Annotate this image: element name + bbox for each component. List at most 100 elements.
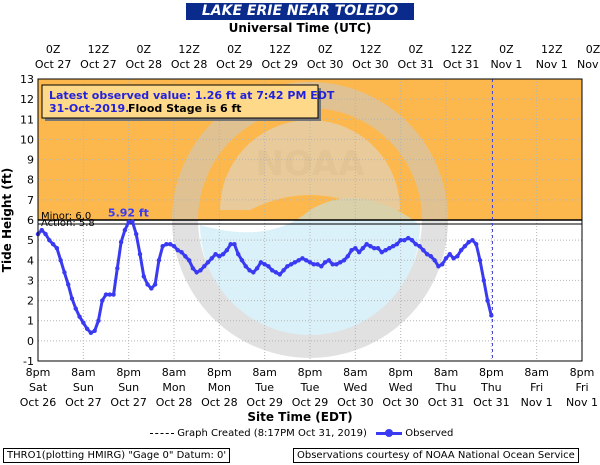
legend: Graph Created (8:17PM Oct 31, 2019) Obse…: [150, 428, 453, 440]
top-tick-date: Nov 1: [536, 58, 568, 71]
observed-point: [202, 264, 207, 269]
observed-point: [262, 262, 267, 267]
gage-datum-info: THRO1(plotting HMIRG) "Gage 0" Datum: 0': [3, 448, 231, 463]
observed-point: [470, 237, 475, 243]
y-tick-label: 3: [27, 274, 34, 287]
bottom-tick-label: Wed: [343, 381, 367, 394]
observed-point: [349, 248, 354, 253]
observed-point: [156, 258, 162, 263]
observed-point: [440, 262, 445, 267]
bottom-tick-label: Nov 1: [566, 396, 598, 409]
top-tick-date: Nov 1: [490, 58, 522, 71]
y-tick-label: 7: [27, 194, 34, 207]
observed-point: [281, 268, 286, 273]
observed-point: [96, 318, 101, 323]
legend-created-swatch: [150, 433, 174, 434]
chart-title: LAKE ERIE NEAR TOLEDO: [186, 3, 414, 20]
peak-value-label: 5.92 ft: [108, 207, 149, 220]
top-tick-label: 12Z: [269, 43, 291, 56]
observed-point: [432, 258, 437, 263]
y-tick-label: 10: [20, 133, 34, 146]
observed-point: [451, 256, 456, 261]
minor-stage-label: Minor: 6.0: [41, 211, 91, 222]
bottom-tick-label: Oct 26: [20, 396, 57, 409]
observed-point: [421, 248, 426, 253]
observed-point: [220, 252, 226, 257]
observed-point: [92, 328, 97, 333]
observed-point: [217, 254, 222, 259]
bottom-tick-label: Oct 31: [428, 396, 465, 409]
observed-point: [266, 264, 271, 269]
bottom-tick-label: 8am: [343, 366, 367, 379]
observed-point: [39, 227, 44, 233]
observed-point: [100, 298, 105, 303]
top-tick-label: 12Z: [450, 43, 472, 56]
legend-observed-swatch: [376, 429, 403, 437]
bottom-tick-label: Mon: [208, 381, 231, 394]
top-tick-label: 0Z: [586, 43, 600, 56]
observed-point: [462, 243, 468, 249]
top-axis-title: Universal Time (UTC): [228, 21, 372, 35]
observed-point: [183, 254, 188, 259]
observed-point: [292, 260, 298, 265]
bottom-tick-label: Sat: [29, 381, 48, 394]
observed-point: [141, 274, 146, 279]
y-tick-label: 11: [20, 113, 34, 126]
y-tick-label: 1: [27, 315, 34, 328]
observed-point: [300, 256, 305, 261]
observed-point: [247, 268, 252, 273]
observed-point: [69, 296, 75, 301]
observed-point: [330, 262, 335, 267]
bottom-tick-label: Fri: [530, 381, 543, 394]
observed-point: [341, 258, 347, 263]
observed-point: [239, 258, 245, 263]
observed-point: [406, 235, 411, 241]
bottom-tick-label: 8am: [524, 366, 548, 379]
top-tick-date: Oct 30: [307, 58, 344, 71]
bottom-tick-label: 8pm: [388, 366, 413, 379]
bottom-tick-label: 8am: [71, 366, 95, 379]
top-tick-label: 0Z: [318, 43, 333, 56]
top-tick-date: Oct 30: [352, 58, 389, 71]
bottom-tick-label: Tue: [254, 381, 274, 394]
y-tick-label: 0: [27, 335, 34, 348]
observed-point: [179, 250, 184, 255]
annotation-flood-stage: Flood Stage is 6 ft: [128, 102, 242, 115]
observed-point: [205, 260, 211, 265]
observed-point: [81, 320, 86, 325]
bottom-tick-label: Oct 29: [246, 396, 283, 409]
observed-point: [485, 298, 490, 303]
top-tick-date: Oct 28: [171, 58, 208, 71]
bottom-tick-label: Oct 30: [337, 396, 374, 409]
observed-point: [383, 248, 388, 253]
observed-point: [145, 282, 150, 287]
bottom-tick-label: 8pm: [26, 366, 51, 379]
y-tick-label: -1: [23, 355, 34, 368]
y-tick-label: 4: [27, 254, 34, 267]
bottom-tick-label: Thu: [435, 381, 457, 394]
observed-point: [364, 241, 369, 247]
observed-point: [413, 241, 418, 247]
y-tick-label: 6: [27, 214, 34, 227]
observed-point: [62, 270, 67, 275]
top-tick-label: 0Z: [499, 43, 514, 56]
observed-point: [66, 282, 71, 287]
observed-point: [489, 313, 494, 318]
top-tick-label: 12Z: [178, 43, 200, 56]
observed-point: [186, 258, 192, 263]
observed-point: [481, 278, 486, 283]
y-tick-label: 12: [20, 93, 34, 106]
legend-graph-created: Graph Created (8:17PM Oct 31, 2019): [177, 428, 367, 439]
observed-point: [164, 241, 169, 247]
observed-point: [398, 237, 403, 243]
observed-point: [232, 241, 237, 247]
top-tick-label: 0Z: [46, 43, 61, 56]
observed-point: [417, 243, 422, 249]
observed-point: [409, 237, 415, 243]
observed-point: [122, 227, 128, 233]
top-tick-date: Nov 2: [577, 58, 600, 71]
top-tick-label: 12Z: [88, 43, 110, 56]
bottom-tick-label: 8pm: [116, 366, 141, 379]
observed-point: [390, 243, 396, 249]
bottom-tick-label: Tue: [300, 381, 320, 394]
